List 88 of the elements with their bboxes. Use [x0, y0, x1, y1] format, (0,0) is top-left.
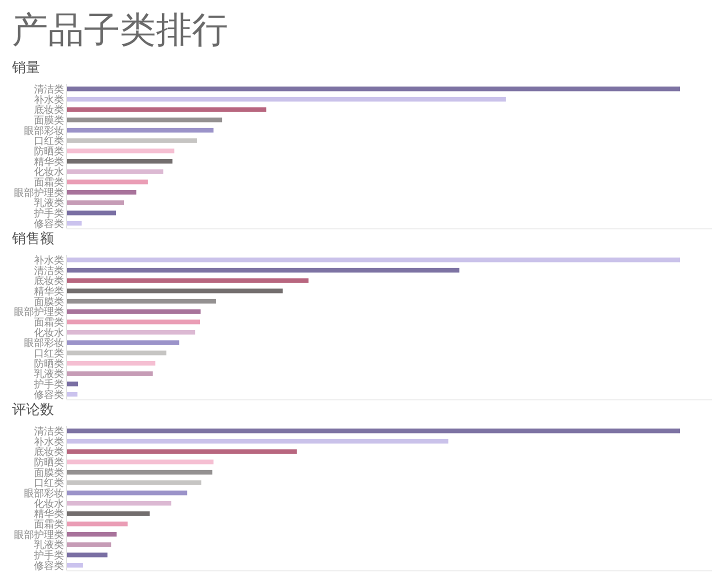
y-tick-label: 面膜类	[34, 466, 64, 479]
y-tick-label: 面霜类	[34, 176, 64, 189]
y-tick-label: 乳液类	[34, 368, 64, 380]
y-tick-label: 修容类	[34, 388, 64, 401]
y-tick-label: 清洁类	[34, 264, 64, 277]
bar	[67, 268, 460, 273]
y-tick-label: 眼部彩妆	[24, 337, 64, 350]
bar	[67, 562, 83, 568]
y-tick-label: 清洁类	[34, 84, 64, 96]
y-tick-label: 底妆类	[34, 275, 64, 288]
bar	[67, 258, 680, 262]
bar	[67, 552, 108, 558]
bar	[67, 86, 680, 92]
y-tick-label: 乳液类	[34, 539, 64, 552]
bar	[67, 330, 196, 335]
bar	[67, 220, 82, 226]
y-tick-label: 修容类	[34, 560, 64, 572]
bar	[67, 158, 172, 164]
bar	[67, 180, 148, 184]
y-tick-label: 防晒类	[34, 456, 64, 469]
y-tick-label: 补水类	[34, 436, 64, 448]
y-tick-label: 口红类	[34, 348, 64, 360]
bar	[67, 511, 150, 516]
bar	[67, 169, 164, 174]
bar	[67, 490, 188, 496]
y-tick-label: 防晒类	[34, 146, 64, 158]
bar	[67, 460, 214, 464]
bar	[67, 107, 266, 112]
bar	[67, 480, 202, 485]
bar	[67, 522, 128, 526]
y-tick-label: 眼部护理类	[14, 306, 64, 318]
bar	[67, 382, 78, 386]
y-tick-label: 化妆水	[34, 166, 64, 178]
y-tick-label: 化妆水	[34, 498, 64, 510]
y-tick-label: 眼部护理类	[14, 186, 64, 199]
y-tick-label: 修容类	[34, 218, 64, 230]
bar	[67, 360, 156, 366]
bar	[67, 371, 153, 376]
y-tick-label: 补水类	[34, 254, 64, 267]
bar	[67, 118, 222, 122]
bar	[67, 392, 78, 397]
y-tick-label: 防晒类	[34, 358, 64, 370]
y-tick-label: 面膜类	[34, 114, 64, 127]
y-tick-label: 精华类	[34, 508, 64, 520]
y-tick-label: 口红类	[34, 477, 64, 490]
y-tick-label: 补水类	[34, 94, 64, 106]
y-tick-label: 眼部彩妆	[24, 488, 64, 500]
bar	[67, 278, 309, 283]
y-tick-label: 面膜类	[34, 296, 64, 308]
y-tick-label: 精华类	[34, 286, 64, 298]
bar	[67, 340, 180, 345]
chart-subtitle: 销量	[11, 60, 40, 76]
y-tick-label: 乳液类	[34, 197, 64, 210]
y-tick-label: 底妆类	[34, 446, 64, 458]
bar	[67, 542, 112, 547]
y-tick-label: 护手类	[33, 378, 64, 391]
bar	[67, 470, 212, 475]
y-tick-label: 面霜类	[34, 518, 64, 531]
bar	[67, 309, 201, 314]
bar	[67, 148, 174, 154]
bar	[67, 320, 200, 324]
chart-subtitle: 评论数	[12, 402, 54, 418]
bar	[67, 288, 283, 294]
y-tick-label: 护手类	[33, 550, 64, 562]
bar	[67, 428, 680, 434]
y-tick-label: 眼部彩妆	[24, 124, 64, 137]
bar	[67, 500, 172, 506]
y-tick-label: 护手类	[33, 208, 64, 220]
bar	[67, 200, 124, 205]
bar	[67, 96, 506, 102]
chart-title: 产品子类排行	[12, 10, 228, 51]
bar	[67, 138, 197, 143]
y-tick-label: 面霜类	[34, 316, 64, 329]
bar	[67, 298, 216, 304]
bar	[67, 350, 166, 356]
bar	[67, 210, 116, 216]
bar	[67, 438, 448, 444]
y-tick-label: 清洁类	[34, 426, 64, 438]
bar	[67, 532, 117, 537]
bar	[67, 190, 136, 195]
bar	[67, 449, 297, 454]
y-tick-label: 底妆类	[34, 104, 64, 116]
y-tick-label: 化妆水	[34, 326, 64, 339]
chart-subtitle: 销售额	[11, 231, 54, 247]
y-tick-label: 口红类	[34, 135, 64, 148]
y-tick-label: 精华类	[34, 156, 64, 168]
bar	[67, 128, 214, 133]
y-tick-label: 眼部护理类	[14, 528, 64, 541]
